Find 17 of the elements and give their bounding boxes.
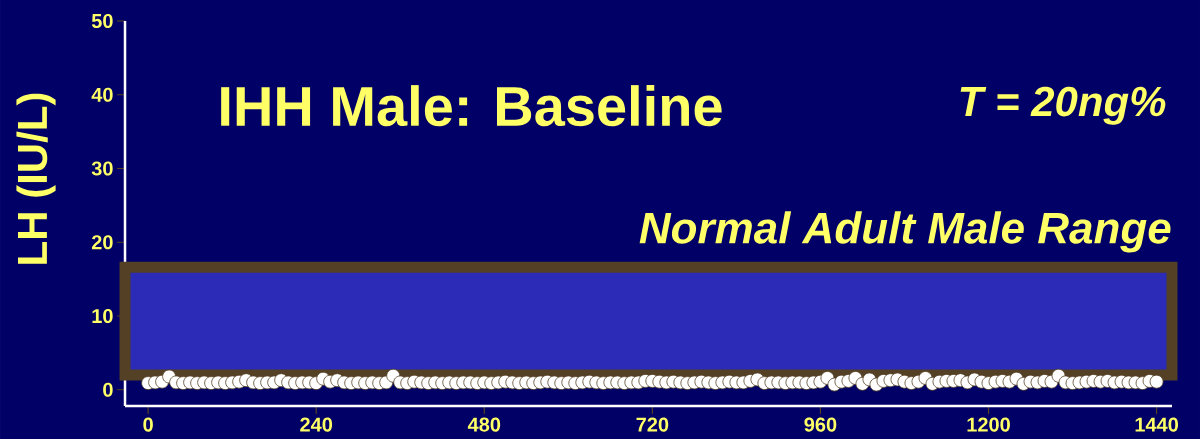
x-tick-label: 720 bbox=[636, 417, 669, 432]
annotation: T = 20ng% bbox=[960, 86, 1166, 125]
y-tick-label: 0 bbox=[103, 382, 113, 397]
y-axis-title: LH (IU/L) bbox=[16, 93, 56, 264]
x-tick-label: 0 bbox=[143, 417, 153, 432]
x-tick-label: 1440 bbox=[1135, 417, 1178, 432]
x-tick-label: 240 bbox=[300, 417, 333, 432]
y-tick-label: 20 bbox=[91, 235, 113, 250]
x-tick-label: 1200 bbox=[967, 417, 1010, 432]
x-tick-label: 480 bbox=[467, 417, 501, 432]
y-tick-label: 30 bbox=[91, 161, 113, 176]
text: IHH Male: Baseline bbox=[221, 85, 722, 127]
band-label: Normal Adult Male Range bbox=[639, 211, 1171, 253]
y-tick-label: 10 bbox=[92, 308, 113, 324]
y-tick-label: 50 bbox=[91, 13, 113, 29]
x-tick-label: 960 bbox=[804, 417, 837, 432]
y-tick-label: 40 bbox=[91, 87, 113, 102]
